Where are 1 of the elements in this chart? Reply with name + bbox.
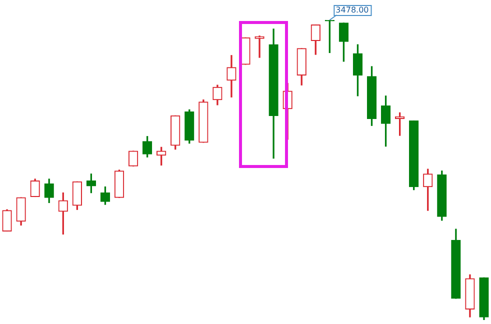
annotation: 3478.00 [336, 6, 369, 15]
